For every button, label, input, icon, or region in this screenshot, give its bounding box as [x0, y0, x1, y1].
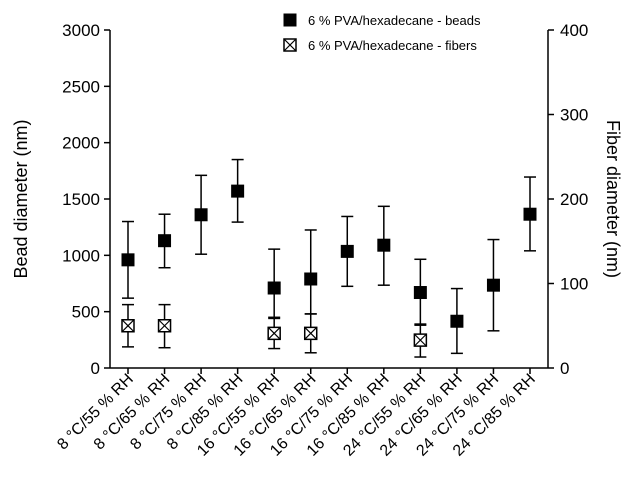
data-point [486, 278, 500, 292]
data-point-cross [413, 333, 427, 347]
data-point [377, 238, 391, 252]
data-point-cross [121, 319, 135, 333]
right-y-tick-label: 0 [560, 359, 569, 378]
data-point [158, 234, 172, 248]
series-0 [121, 158, 537, 355]
right-y-axis-ticks: 0 100 200 300 400 [548, 21, 588, 378]
legend: 6 % PVA/hexadecane - beads 6 % PVA/hexade… [283, 13, 481, 53]
data-point [304, 272, 318, 286]
right-y-tick-label: 400 [560, 21, 588, 40]
left-y-tick-label: 2500 [62, 77, 100, 96]
left-y-tick-label: 1000 [62, 246, 100, 265]
right-y-tick-label: 300 [560, 106, 588, 125]
data-point [121, 253, 135, 267]
data-point [267, 281, 281, 295]
left-y-tick-label: 500 [72, 303, 100, 322]
left-y-tick-label: 2000 [62, 134, 100, 153]
legend-marker-cross [283, 38, 297, 52]
right-y-tick-label: 200 [560, 190, 588, 209]
left-y-axis-label: Bead diameter (nm) [11, 119, 31, 278]
legend-label: 6 % PVA/hexadecane - beads [308, 13, 481, 28]
series-1 [121, 303, 428, 358]
left-y-tick-label: 0 [91, 359, 100, 378]
data-point-cross [304, 326, 318, 340]
data-point [523, 207, 537, 221]
right-y-axis-label: Fiber diameter (nm) [603, 120, 623, 278]
data-point [413, 286, 427, 300]
data-point [340, 244, 354, 258]
left-y-tick-label: 1500 [62, 190, 100, 209]
x-axis-ticks: 8 °C/55 % RH8 °C/65 % RH8 °C/75 % RH8 °C… [54, 368, 539, 460]
data-point [231, 184, 245, 198]
legend-label: 6 % PVA/hexadecane - fibers [308, 38, 477, 53]
series-layer [121, 158, 537, 358]
left-y-tick-label: 3000 [62, 21, 100, 40]
right-y-tick-label: 100 [560, 275, 588, 294]
data-point-cross [267, 326, 281, 340]
data-point-cross [158, 319, 171, 333]
data-point [450, 314, 464, 328]
plot-frame [109, 30, 549, 369]
legend-marker [283, 13, 297, 27]
data-point [194, 208, 208, 222]
left-y-axis-ticks: 0 500 1000 1500 2000 2500 3000 [62, 21, 110, 378]
